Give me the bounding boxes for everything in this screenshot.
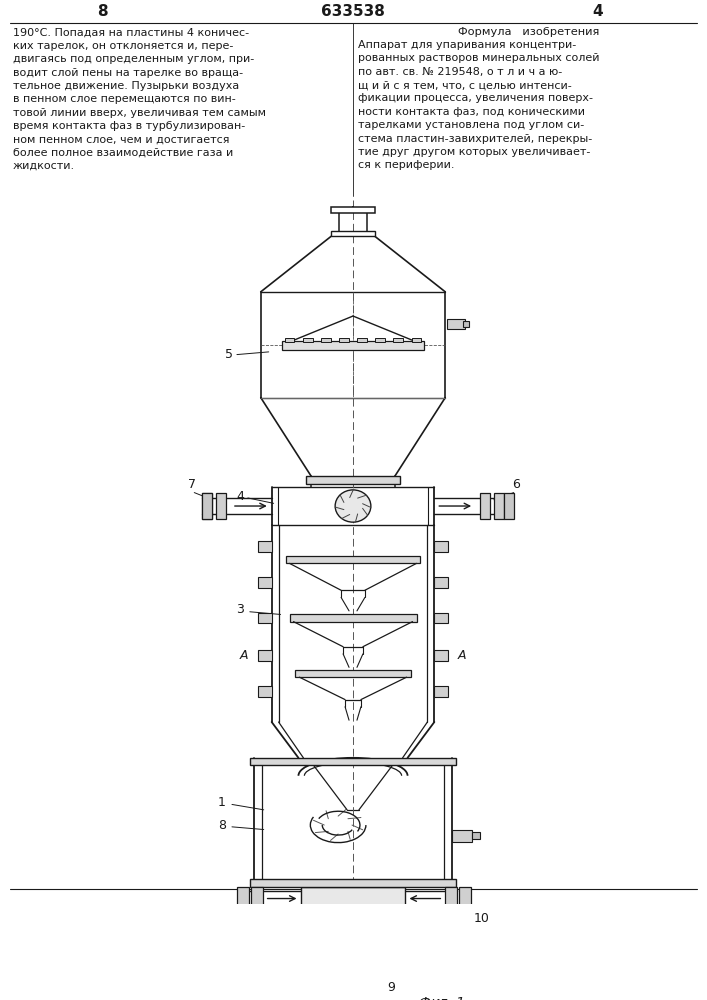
Bar: [411, 338, 421, 342]
Bar: [303, 338, 312, 342]
Bar: [331, 231, 375, 236]
Text: A: A: [458, 649, 467, 662]
Text: 3: 3: [236, 603, 244, 616]
Bar: [494, 493, 504, 519]
Bar: [445, 887, 457, 910]
Bar: [251, 887, 263, 910]
Bar: [258, 577, 271, 588]
Bar: [258, 613, 271, 623]
Text: 10: 10: [474, 912, 490, 925]
Bar: [434, 541, 448, 552]
Text: A: A: [240, 649, 248, 662]
Bar: [434, 650, 448, 661]
Bar: [298, 912, 409, 919]
Bar: [306, 476, 399, 484]
Bar: [202, 493, 212, 519]
Bar: [343, 990, 363, 994]
Bar: [321, 338, 331, 342]
Text: Аппарат для упаривания концентри-
рованных растворов минеральных солей
по авт. с: Аппарат для упаривания концентри- рованн…: [358, 40, 600, 170]
Circle shape: [335, 490, 371, 522]
Bar: [357, 338, 367, 342]
Bar: [337, 976, 369, 983]
Bar: [393, 338, 403, 342]
Bar: [216, 493, 226, 519]
Bar: [250, 879, 456, 887]
Bar: [459, 887, 471, 910]
Bar: [375, 338, 385, 342]
Text: 1: 1: [218, 796, 226, 809]
Bar: [281, 341, 424, 350]
Text: Фиг. 1: Фиг. 1: [419, 996, 465, 1000]
Bar: [434, 577, 448, 588]
Bar: [434, 686, 448, 697]
Bar: [258, 541, 271, 552]
Bar: [250, 758, 456, 765]
Bar: [480, 493, 490, 519]
Text: 8: 8: [218, 819, 226, 832]
Text: 6: 6: [512, 478, 520, 491]
Bar: [331, 207, 375, 213]
Bar: [301, 887, 404, 912]
Text: 4: 4: [236, 490, 244, 503]
Text: Формула   изобретения: Формула изобретения: [458, 27, 600, 37]
Bar: [434, 613, 448, 623]
Bar: [258, 686, 271, 697]
Bar: [258, 650, 271, 661]
Bar: [284, 941, 296, 959]
Bar: [202, 493, 212, 519]
Bar: [237, 887, 249, 910]
Bar: [448, 319, 465, 329]
Bar: [472, 832, 480, 839]
Text: 8: 8: [97, 4, 107, 19]
Bar: [284, 338, 295, 342]
Bar: [325, 935, 381, 942]
Bar: [271, 941, 283, 959]
Bar: [347, 983, 359, 992]
Bar: [463, 321, 469, 327]
Text: 5: 5: [225, 348, 233, 361]
Text: 7: 7: [188, 478, 197, 491]
Text: 9: 9: [387, 981, 396, 994]
Bar: [452, 830, 472, 842]
Bar: [296, 670, 411, 677]
Bar: [286, 556, 421, 563]
Text: 633538: 633538: [321, 4, 385, 19]
Text: 4: 4: [592, 4, 603, 19]
Bar: [504, 493, 514, 519]
Bar: [289, 614, 416, 622]
Bar: [339, 338, 349, 342]
Text: 190°C. Попадая на пластины 4 коничес-
ких тарелок, он отклоняется и, пере-
двига: 190°C. Попадая на пластины 4 коничес- ки…: [13, 27, 266, 171]
